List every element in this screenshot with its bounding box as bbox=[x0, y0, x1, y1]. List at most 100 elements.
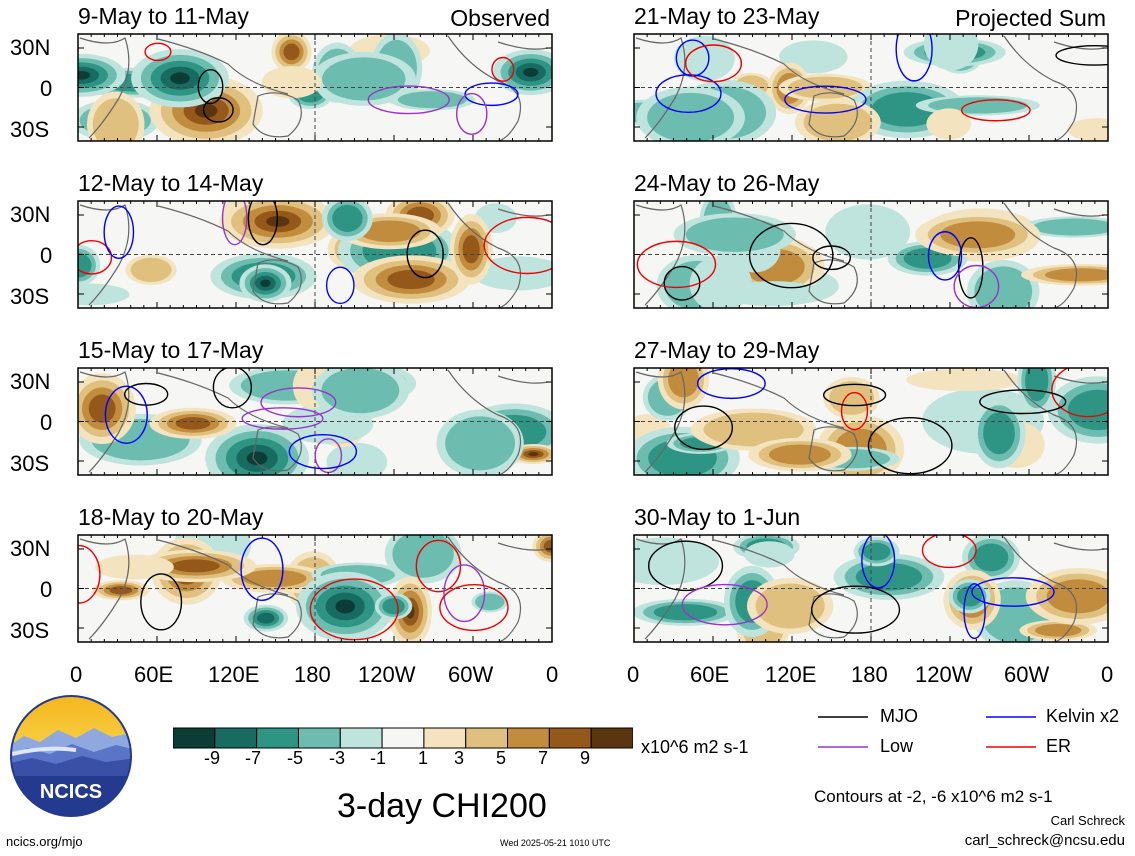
colorbar-swatch bbox=[548, 727, 592, 749]
coastline bbox=[157, 539, 289, 596]
anomaly-shade bbox=[78, 71, 91, 80]
anomaly-shade bbox=[1046, 579, 1108, 614]
colorbar-swatch bbox=[214, 727, 258, 749]
kelvin-contour bbox=[325, 266, 355, 305]
er-contour bbox=[78, 240, 113, 275]
coastline bbox=[497, 41, 549, 50]
anomaly-shade bbox=[387, 269, 435, 290]
coastline bbox=[157, 372, 289, 429]
anomaly-shade bbox=[829, 381, 875, 415]
anomaly-shade bbox=[926, 108, 972, 140]
er-contour bbox=[840, 391, 869, 431]
coastline bbox=[447, 369, 522, 475]
coastline bbox=[1053, 41, 1105, 50]
kelvin-contour bbox=[927, 231, 963, 281]
anomaly-shade bbox=[170, 72, 190, 85]
site-url: ncics.org/mjo bbox=[6, 834, 83, 849]
lon-label: 60E bbox=[690, 662, 730, 687]
panel-title: 21-May to 23-May bbox=[634, 3, 820, 29]
anomaly-shade bbox=[335, 599, 356, 614]
anomaly-shade bbox=[358, 220, 421, 243]
anomaly-shade bbox=[956, 585, 983, 607]
anomaly-shade bbox=[256, 612, 275, 624]
low-contour bbox=[241, 407, 324, 430]
anomaly-shade bbox=[1067, 389, 1108, 431]
coastline bbox=[252, 259, 302, 305]
kelvin-contour bbox=[655, 74, 722, 114]
anomaly-shade bbox=[242, 569, 307, 588]
anomaly-shade bbox=[983, 412, 1015, 455]
anomaly-shade bbox=[1067, 118, 1108, 141]
anomaly-shade bbox=[78, 283, 130, 306]
legend-low: Low bbox=[880, 736, 914, 756]
coastline bbox=[79, 37, 130, 139]
panel-label: Observed bbox=[450, 5, 550, 31]
er-contour bbox=[960, 99, 1031, 122]
map-panel bbox=[633, 534, 1109, 643]
panel-title: 9-May to 11-May bbox=[78, 3, 249, 29]
coastline bbox=[157, 38, 289, 95]
anomaly-shade bbox=[260, 279, 271, 288]
anomaly-shade bbox=[1034, 624, 1082, 637]
coastline bbox=[1003, 35, 1078, 141]
coastline bbox=[79, 538, 130, 640]
coastline bbox=[252, 92, 302, 138]
er-contour bbox=[491, 56, 515, 82]
anomaly-shade bbox=[862, 542, 891, 561]
colorbar-tick: -1 bbox=[370, 748, 387, 768]
coastline bbox=[497, 208, 549, 217]
mjo-contour bbox=[979, 389, 1067, 415]
kelvin-contour bbox=[971, 577, 1055, 607]
mjo-contour bbox=[406, 229, 444, 279]
map-panel bbox=[77, 33, 553, 142]
anomaly-shade bbox=[523, 67, 539, 77]
panel-title: 12-May to 14-May bbox=[78, 170, 264, 196]
main-title: 3-day CHI200 bbox=[337, 787, 547, 825]
legend-swatches bbox=[818, 716, 1036, 748]
lon-label: 120W bbox=[915, 662, 973, 687]
low-contour bbox=[260, 387, 337, 418]
mjo-contour bbox=[647, 540, 724, 592]
timestamp: Wed 2025-05-21 1010 UTC bbox=[500, 838, 611, 848]
lon-label: 180 bbox=[294, 662, 331, 687]
lat-label: 30S bbox=[10, 618, 50, 643]
anomaly-shade bbox=[475, 593, 505, 611]
er-contour bbox=[483, 216, 552, 275]
er-contour bbox=[439, 583, 509, 632]
kelvin-contour bbox=[103, 205, 135, 260]
lat-label: 30N bbox=[10, 369, 51, 394]
er-contour bbox=[1051, 368, 1108, 418]
coastline bbox=[79, 371, 130, 473]
lon-label: 120E bbox=[208, 662, 260, 687]
kelvin-contour bbox=[288, 433, 358, 470]
anomaly-shade bbox=[744, 541, 795, 568]
lat-label: 0 bbox=[40, 242, 53, 268]
anomaly-shade bbox=[647, 92, 735, 141]
colorbar-swatch bbox=[381, 727, 425, 749]
lon-label: 120W bbox=[358, 662, 416, 687]
coastline bbox=[713, 372, 845, 429]
panel-title: 15-May to 17-May bbox=[78, 337, 264, 363]
mjo-contour bbox=[212, 368, 253, 409]
colorbar bbox=[173, 727, 633, 749]
map-panel bbox=[77, 367, 553, 476]
colorbar-tick: -5 bbox=[287, 748, 304, 768]
kelvin-contour bbox=[240, 537, 284, 601]
coastline bbox=[808, 593, 858, 639]
coastline bbox=[497, 542, 549, 551]
mjo-contour bbox=[202, 97, 234, 123]
lon-label: 0 bbox=[546, 662, 559, 687]
coastline bbox=[713, 38, 845, 95]
anomaly-shade bbox=[825, 204, 911, 260]
anomaly-shade bbox=[392, 535, 454, 578]
anomaly-shade bbox=[855, 563, 923, 591]
low-contour bbox=[367, 85, 450, 115]
er-contour bbox=[636, 240, 717, 289]
anomaly-shade bbox=[1025, 368, 1049, 402]
anomaly-shade bbox=[974, 266, 1033, 308]
anomaly-shade bbox=[472, 256, 552, 291]
anomaly-shade bbox=[321, 368, 400, 414]
colorbar-swatch bbox=[297, 727, 341, 749]
colorbar-tick: -7 bbox=[245, 748, 262, 768]
